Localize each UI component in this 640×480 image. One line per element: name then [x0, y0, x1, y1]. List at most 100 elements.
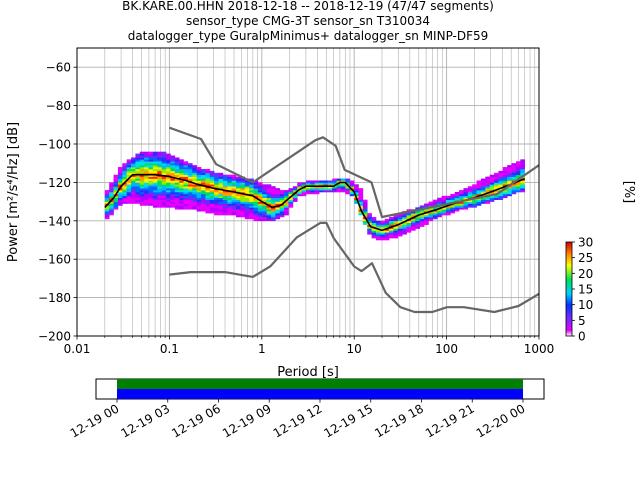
density-cell	[271, 211, 276, 214]
density-cell	[424, 216, 429, 220]
density-cell	[384, 234, 390, 237]
density-cell	[266, 197, 272, 200]
density-cell	[170, 184, 176, 187]
density-cell	[520, 167, 525, 170]
density-cell	[148, 167, 154, 170]
density-cell	[362, 222, 368, 225]
density-cell	[196, 182, 202, 185]
density-cell	[166, 165, 171, 168]
density-cell	[262, 184, 267, 187]
density-cell	[275, 195, 281, 199]
density-cell	[196, 192, 202, 195]
density-cell	[192, 168, 197, 172]
density-cell	[410, 215, 416, 218]
density-cell	[161, 155, 167, 158]
density-cell	[144, 174, 149, 177]
density-cell	[507, 170, 512, 174]
density-cell	[170, 168, 176, 172]
density-cell	[292, 197, 298, 200]
density-cell	[135, 180, 141, 183]
density-cell	[402, 215, 407, 218]
density-cell	[257, 192, 263, 195]
density-cell	[231, 178, 237, 181]
density-cell	[201, 182, 206, 185]
density-cell	[271, 203, 276, 206]
density-cell	[104, 193, 110, 197]
density-cell	[463, 207, 469, 210]
density-cell	[511, 186, 517, 189]
density-cell	[502, 184, 508, 187]
x-axis-label: Period [s]	[277, 365, 339, 380]
density-cell	[502, 174, 508, 177]
density-cell	[117, 168, 123, 172]
density-cell	[174, 192, 180, 195]
density-cell	[201, 170, 206, 174]
density-cell	[131, 178, 136, 181]
density-cell	[511, 165, 517, 168]
density-cell	[253, 207, 259, 210]
density-cell	[389, 220, 394, 224]
density-cell	[187, 203, 193, 206]
density-cell	[157, 195, 162, 199]
density-cell	[214, 193, 219, 197]
density-cell	[104, 205, 110, 208]
density-cell	[389, 224, 394, 227]
density-cell	[174, 174, 180, 177]
density-cell	[196, 205, 202, 208]
density-cell	[227, 182, 232, 185]
density-cell	[144, 165, 149, 168]
density-cell	[152, 203, 158, 206]
density-cell	[139, 182, 145, 185]
density-cell	[463, 192, 469, 195]
density-cell	[284, 197, 289, 200]
density-cell	[139, 153, 145, 156]
density-cell	[502, 178, 508, 181]
density-cell	[485, 199, 490, 202]
density-cell	[157, 199, 162, 202]
density-cell	[432, 203, 438, 206]
density-cell	[144, 195, 149, 199]
density-cell	[209, 170, 215, 174]
density-cell	[244, 197, 250, 200]
density-cell	[179, 197, 184, 200]
density-cell	[148, 186, 154, 189]
density-cell	[489, 186, 495, 189]
colorbar-tick-label: 30	[578, 236, 593, 250]
density-cell	[236, 207, 241, 210]
density-cell	[179, 172, 184, 176]
density-cell	[375, 232, 381, 235]
density-cell	[205, 203, 211, 206]
density-cell	[117, 203, 123, 206]
density-cell	[257, 207, 263, 210]
density-cell	[218, 209, 224, 212]
density-cell	[515, 184, 521, 187]
density-cell	[389, 230, 394, 233]
density-cell	[227, 174, 232, 177]
density-cell	[179, 199, 184, 202]
density-cell	[489, 174, 495, 177]
density-cell	[244, 213, 250, 216]
density-cell	[428, 201, 434, 204]
density-cell	[340, 188, 346, 191]
density-cell	[432, 201, 438, 204]
density-cell	[161, 203, 167, 206]
density-cell	[179, 192, 184, 195]
density-cell	[218, 211, 224, 214]
density-cell	[139, 195, 145, 199]
density-cell	[161, 188, 167, 191]
density-cell	[253, 184, 259, 187]
density-cell	[104, 195, 110, 199]
density-cell	[205, 170, 211, 174]
density-cell	[157, 193, 162, 197]
density-cell	[131, 193, 136, 197]
density-cell	[244, 199, 250, 202]
density-cell	[424, 209, 429, 212]
density-cell	[187, 165, 193, 168]
density-cell	[445, 213, 451, 216]
density-cell	[354, 199, 359, 202]
density-cell	[358, 199, 364, 202]
density-cell	[135, 165, 141, 168]
density-cell	[292, 193, 298, 197]
density-cell	[231, 192, 237, 195]
